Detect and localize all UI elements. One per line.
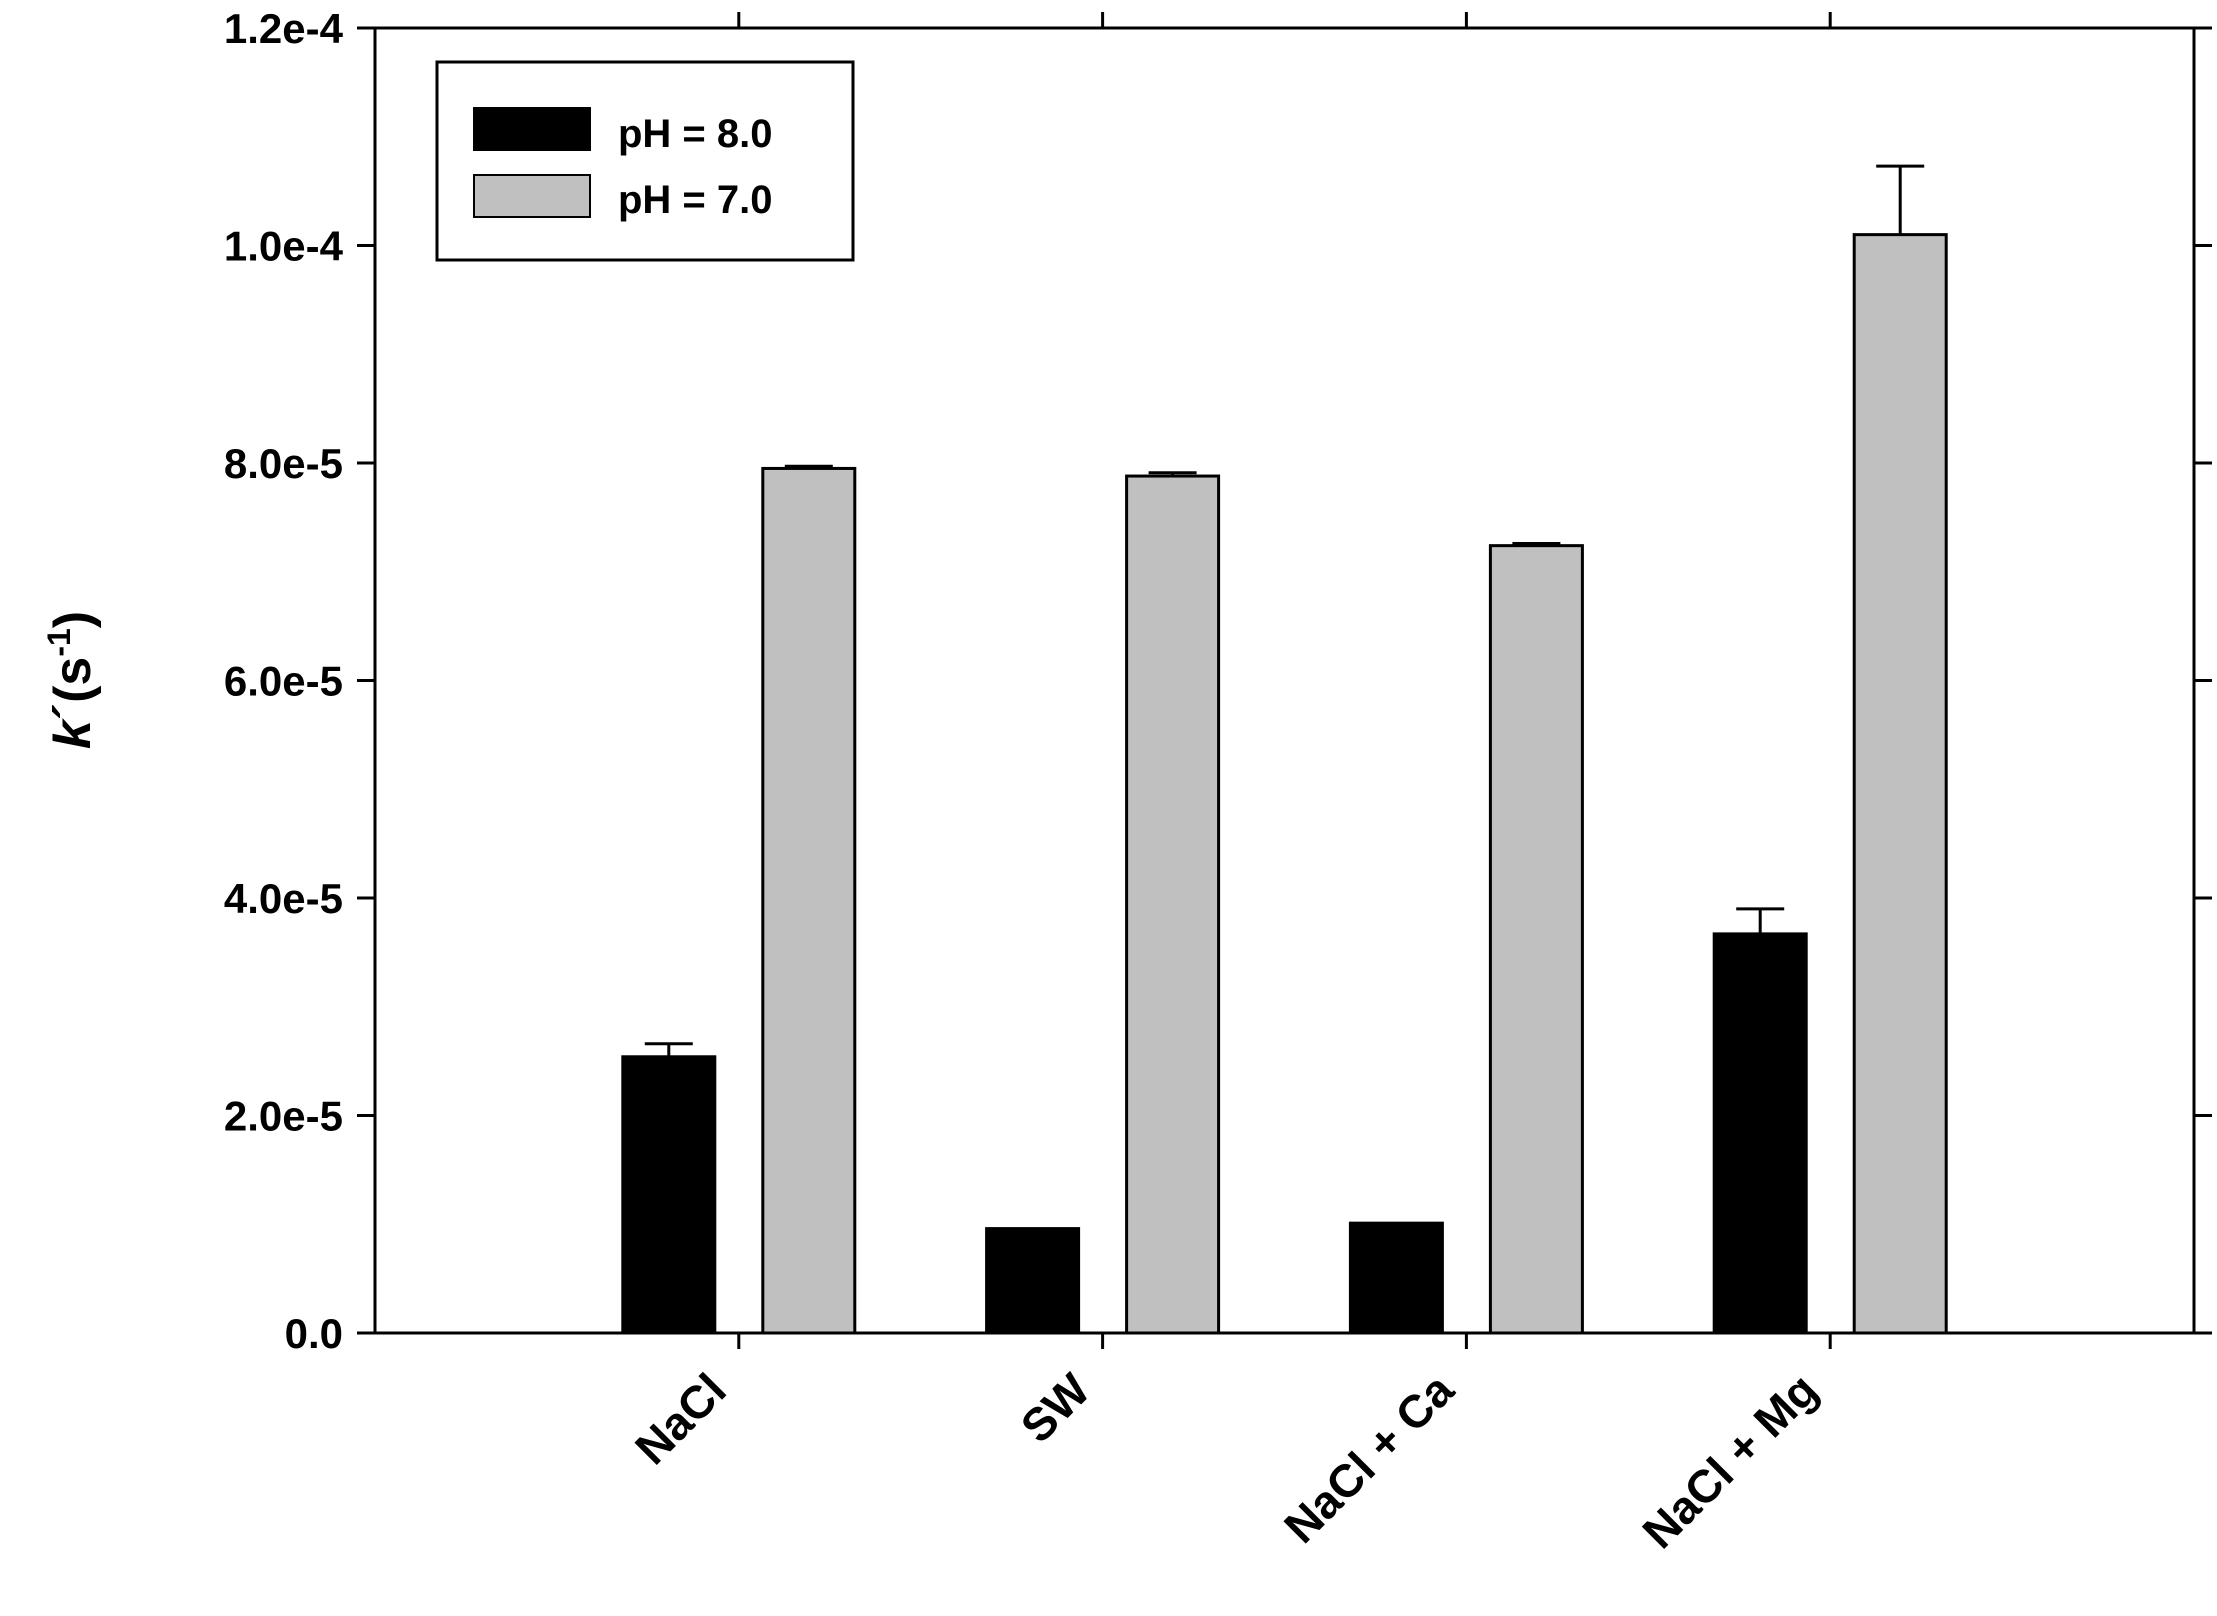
legend-label-ph8: pH = 8.0 xyxy=(618,112,773,156)
y-tick-label: 6.0e-5 xyxy=(224,658,343,705)
axis-ticks xyxy=(357,12,2212,1349)
x-tick-label: NaCl + Mg xyxy=(1632,1363,1827,1558)
legend-swatch-ph7 xyxy=(473,174,591,218)
y-axis-label: k´(s-1) xyxy=(41,611,102,749)
bar-ph7-0 xyxy=(761,466,857,1335)
y-tick-label: 8.0e-5 xyxy=(224,440,343,487)
bars xyxy=(621,164,1948,1335)
x-tick-label: NaCl + Ca xyxy=(1274,1363,1464,1553)
y-tick-label: 1.0e-4 xyxy=(224,223,344,270)
legend-swatch-ph8 xyxy=(473,107,591,151)
y-tick-label: 4.0e-5 xyxy=(224,875,343,922)
legend-label-ph7: pH = 7.0 xyxy=(618,178,773,222)
x-tick-label: SW xyxy=(1010,1363,1100,1453)
bar-ph7-1 xyxy=(1125,474,1221,1335)
bar-ph8-0 xyxy=(621,1055,717,1335)
y-tick-label: 2.0e-5 xyxy=(224,1093,343,1140)
y-tick-label: 0.0 xyxy=(285,1310,343,1357)
bar-ph7-2 xyxy=(1488,544,1584,1335)
legend-box xyxy=(435,60,855,262)
bar-ph8-3 xyxy=(1712,932,1808,1335)
y-tick-label: 1.2e-4 xyxy=(224,5,344,52)
bar-ph7-3 xyxy=(1852,233,1948,1335)
bar-ph8-1 xyxy=(985,1227,1081,1335)
x-tick-label: NaCl xyxy=(625,1363,736,1474)
bar-ph8-2 xyxy=(1348,1221,1444,1335)
legend: pH = 8.0 pH = 7.0 xyxy=(435,60,855,262)
